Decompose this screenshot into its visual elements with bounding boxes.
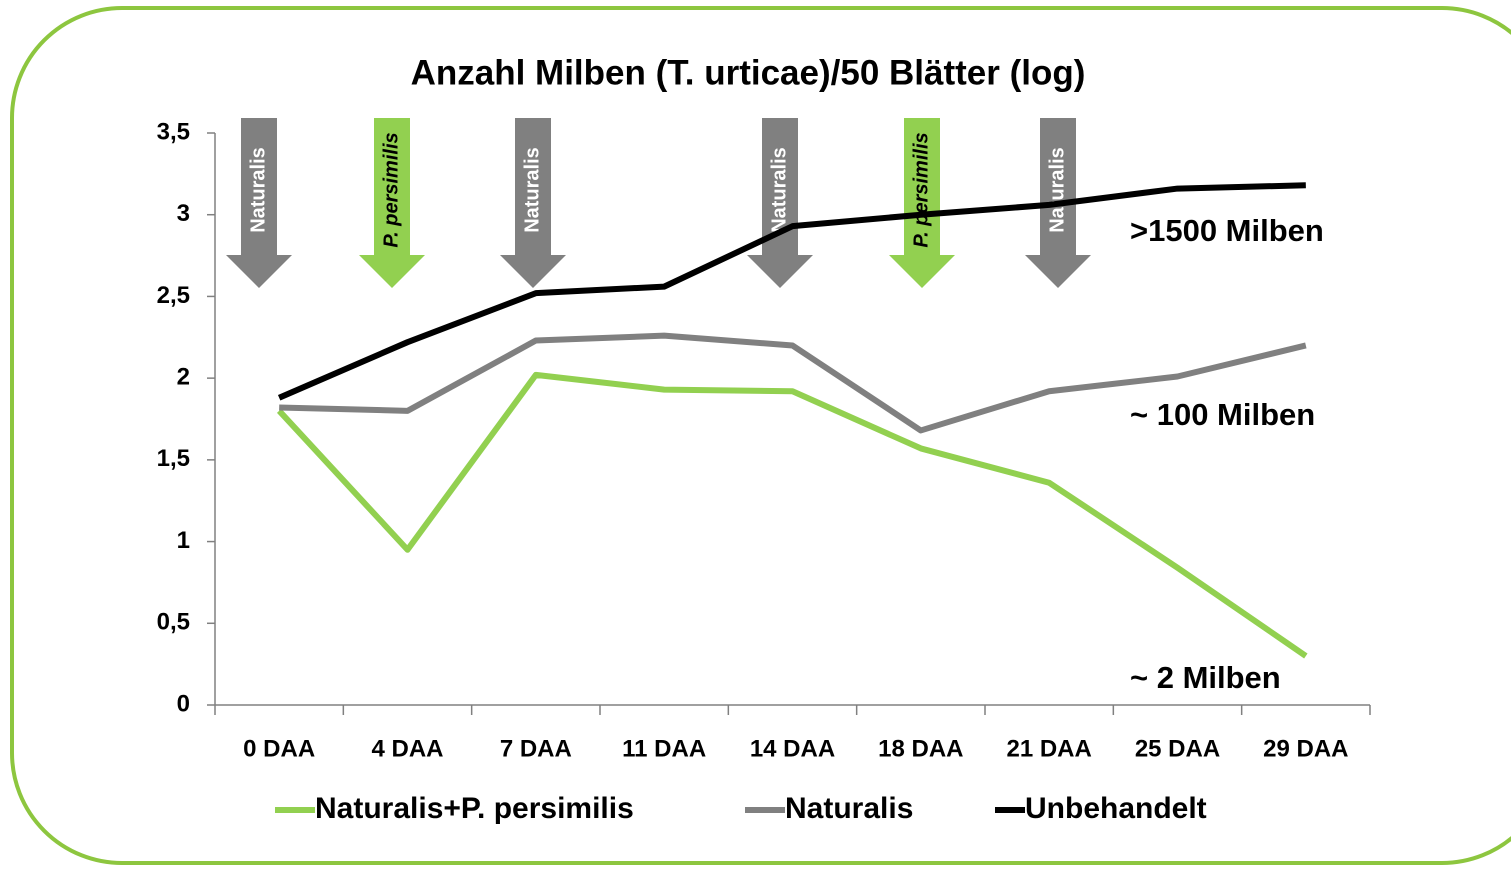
x-tick-label: 11 DAA [622, 735, 706, 762]
x-tick-label: 4 DAA [371, 735, 443, 762]
arrow-label: P. persimilis [380, 132, 402, 247]
annotation: >1500 Milben [1130, 213, 1324, 248]
annotation: ~ 100 Milben [1130, 397, 1315, 432]
annotation: ~ 2 Milben [1130, 660, 1281, 695]
y-tick-label: 1,5 [157, 445, 190, 472]
arrow-label: P. persimilis [910, 132, 932, 247]
series-line [279, 332, 1307, 434]
frame [10, 6, 1511, 865]
y-tick-label: 0,5 [157, 609, 190, 636]
x-tick-label: 14 DAA [750, 735, 835, 762]
series-line [277, 182, 1306, 401]
y-tick-label: 2,5 [157, 282, 190, 309]
y-tick-label: 1 [177, 527, 190, 554]
arrow-shape [889, 118, 955, 288]
arrow: Naturalis [747, 118, 813, 288]
legend-label: Naturalis [785, 792, 913, 825]
x-tick-label: 18 DAA [878, 735, 963, 762]
y-tick-label: 2 [177, 363, 190, 390]
arrow: P. persimilis [889, 118, 955, 288]
y-tick-label: 3,5 [157, 118, 190, 145]
legend-label: Unbehandelt [1025, 792, 1207, 825]
arrow-label: Naturalis [521, 147, 543, 233]
x-tick-label: 7 DAA [500, 735, 572, 762]
arrow-shape [500, 118, 566, 288]
arrow-label: Naturalis [1046, 147, 1068, 233]
legend-label: Naturalis+P. persimilis [315, 792, 634, 825]
arrow: Naturalis [500, 118, 566, 288]
arrow-label: Naturalis [247, 147, 269, 233]
arrow: P. persimilis [359, 118, 425, 288]
arrow-shape [359, 118, 425, 288]
y-tick-label: 0 [177, 690, 190, 717]
arrow-shape [747, 118, 813, 288]
chart-title: Anzahl Milben (T. urticae)/50 Blätter (l… [411, 53, 1086, 92]
x-tick-label: 25 DAA [1135, 735, 1220, 762]
arrow-shape [226, 118, 292, 288]
arrow-label: Naturalis [768, 147, 790, 233]
x-tick-label: 21 DAA [1006, 735, 1091, 762]
y-tick-label: 3 [177, 200, 190, 227]
series-line [276, 371, 1308, 659]
x-tick-label: 0 DAA [243, 735, 315, 762]
arrow: Naturalis [226, 118, 292, 288]
x-tick-label: 29 DAA [1263, 735, 1348, 762]
